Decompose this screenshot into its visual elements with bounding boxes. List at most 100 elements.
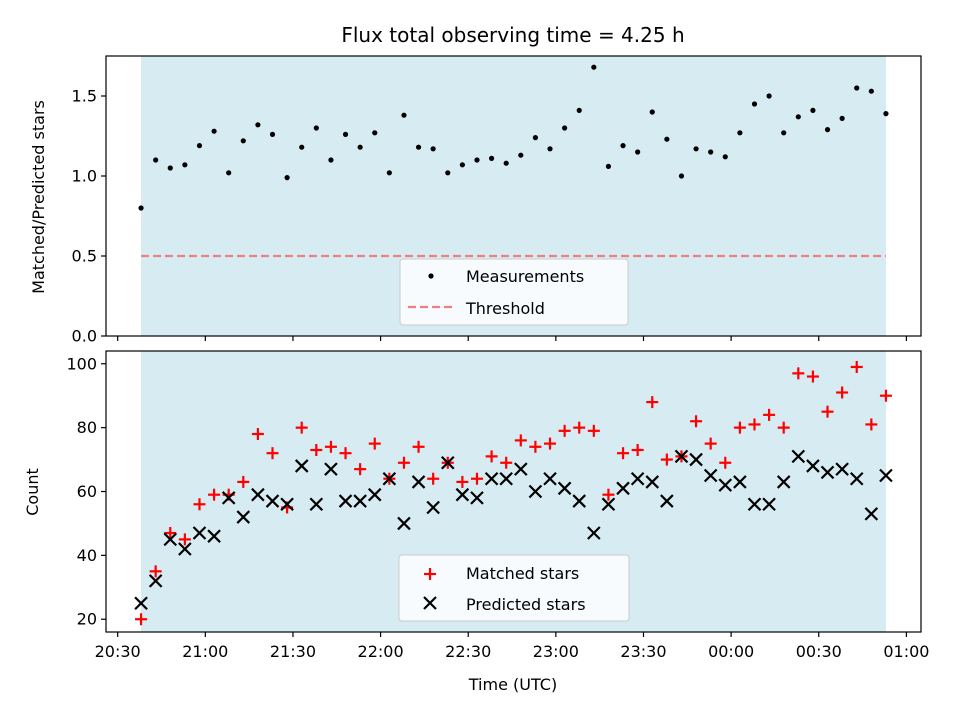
measurement-point	[415, 144, 422, 150]
predicted-star-point	[470, 491, 484, 505]
measurement-point	[781, 130, 787, 136]
measurement-point	[605, 163, 612, 169]
predicted-star-point	[557, 481, 572, 496]
predicted-star-point	[484, 471, 499, 486]
measurement-point	[795, 114, 801, 120]
matched-star-point	[763, 408, 776, 421]
predicted-star-point	[426, 500, 440, 515]
legend-label-measurements: Measurements	[466, 267, 584, 286]
measurement-point	[620, 143, 626, 149]
measurement-point	[649, 109, 655, 115]
measurement-point	[299, 144, 305, 150]
predicted-star-point	[601, 497, 616, 512]
matched-star-point	[879, 389, 892, 402]
predicted-star-point	[192, 526, 207, 540]
measurement-point	[284, 175, 290, 181]
measurement-point	[635, 149, 641, 155]
measurement-point	[226, 170, 232, 176]
measurement-point	[269, 131, 276, 137]
matched-star-point	[646, 396, 659, 409]
measurement-point	[211, 128, 217, 134]
predicted-star-point	[572, 494, 587, 508]
predicted-star-point	[689, 452, 703, 467]
predicted-star-point	[134, 596, 148, 611]
matched-star-point	[339, 447, 352, 460]
matched-star-point	[237, 475, 250, 488]
predicted-star-point	[879, 468, 893, 483]
predicted-star-point	[367, 487, 382, 502]
x-tick-label: 01:00	[883, 642, 929, 661]
predicted-star-point	[251, 487, 265, 502]
measurement-point	[167, 165, 173, 171]
measurement-point	[839, 115, 845, 121]
predicted-star-point	[762, 497, 776, 512]
chart-title: Flux total observing time = 4.25 h	[341, 23, 684, 47]
predicted-star-point	[820, 465, 835, 480]
bottom-y-axis-label: Count	[23, 468, 42, 516]
matched-star-point	[266, 447, 279, 460]
matched-star-point	[149, 565, 162, 578]
top-legend-box	[399, 258, 629, 326]
measurement-point	[562, 125, 568, 131]
top-ytick-label: 1.5	[72, 87, 97, 106]
bottom-ytick-label: 100	[66, 354, 97, 373]
predicted-star-point	[411, 475, 426, 489]
bottom-y-ticks: 20 40 60 80 100	[66, 354, 106, 629]
matched-star-point	[500, 456, 513, 469]
measurement-point	[488, 155, 495, 161]
top-points-layer	[138, 64, 889, 258]
matched-star-point	[806, 370, 819, 383]
x-tick-label: 20:30	[95, 642, 141, 661]
predicted-star-point	[440, 455, 455, 470]
legend-label-matched: Matched stars	[466, 564, 579, 583]
top-ytick-label: 1.0	[72, 167, 97, 186]
matched-star-point	[865, 418, 878, 431]
matched-star-point	[427, 472, 440, 485]
predicted-star-point	[791, 449, 806, 464]
measurement-point	[824, 127, 831, 133]
matched-star-point	[617, 447, 630, 460]
matched-star-point	[251, 428, 264, 441]
bottom-points-layer	[134, 360, 893, 626]
measurement-point	[430, 146, 436, 152]
predicted-star-point	[207, 529, 221, 543]
predicted-star-point	[455, 487, 470, 502]
x-tick-label: 00:00	[708, 642, 754, 661]
measurement-point	[342, 131, 349, 137]
predicted-star-point	[849, 471, 864, 486]
top-y-ticks: 0.0 0.5 1.0 1.5	[72, 87, 106, 346]
bottom-ytick-label: 60	[77, 482, 97, 501]
legend-marker-predicted	[423, 596, 437, 610]
measurement-point	[591, 64, 597, 70]
measurement-point	[664, 136, 670, 142]
matched-star-point	[704, 437, 717, 450]
measurement-point	[459, 162, 465, 168]
measurement-point	[255, 122, 261, 128]
predicted-star-point	[265, 494, 280, 508]
matched-star-point	[470, 472, 483, 485]
x-tick-label: 23:30	[620, 642, 666, 661]
predicted-star-point	[324, 462, 338, 476]
measurement-point	[138, 205, 144, 211]
predicted-star-point	[630, 471, 645, 486]
measurement-point	[693, 146, 699, 152]
measurement-point	[722, 154, 728, 160]
bottom-legend-box	[398, 554, 630, 622]
measurement-point	[372, 130, 378, 136]
predicted-star-point	[221, 491, 236, 505]
measurement-point	[503, 160, 509, 166]
predicted-star-point	[280, 497, 294, 512]
predicted-star-point	[587, 526, 601, 540]
measurement-point	[328, 157, 334, 163]
matched-star-point	[660, 453, 673, 466]
measurement-point	[883, 111, 889, 117]
predicted-star-point	[703, 468, 718, 483]
x-tick-label: 21:00	[182, 642, 228, 661]
matched-star-point	[310, 443, 323, 456]
bottom-ytick-label: 80	[77, 418, 97, 437]
legend-label-threshold: Threshold	[465, 299, 545, 318]
bottom-ytick-label: 40	[77, 546, 97, 565]
top-panel: Flux total observing time = 4.25 h 0.00.…	[29, 23, 922, 346]
matched-star-point	[456, 475, 469, 488]
predicted-star-point	[806, 459, 820, 473]
